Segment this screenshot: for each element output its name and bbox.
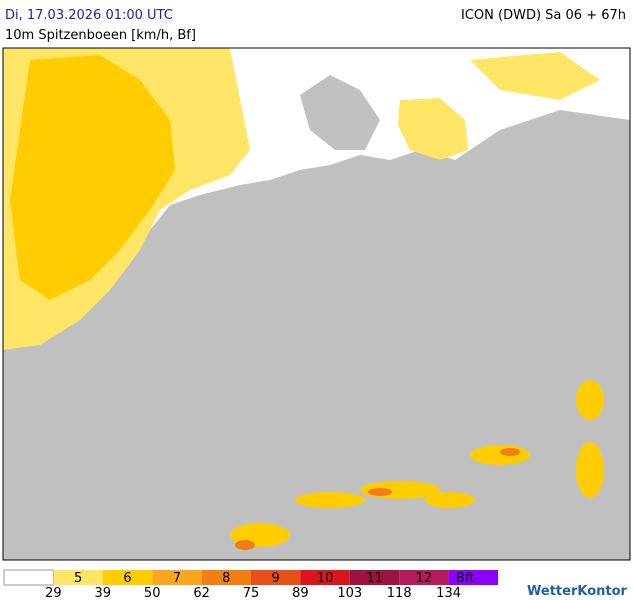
legend-swatch xyxy=(399,570,449,585)
map xyxy=(2,47,631,561)
legend-label: 12 xyxy=(416,571,433,586)
legend-swatch xyxy=(349,570,400,585)
legend-threshold: 50 xyxy=(144,586,161,600)
legend-threshold: 89 xyxy=(292,586,309,600)
legend-threshold: 29 xyxy=(45,586,62,600)
legend-swatch xyxy=(251,570,301,585)
model-run: ICON (DWD) Sa 06 + 67h xyxy=(461,8,626,23)
legend-swatch xyxy=(448,570,498,585)
legend-swatch xyxy=(300,570,350,585)
legend-swatch xyxy=(201,570,251,585)
legend-label: 8 xyxy=(222,571,230,586)
legend-threshold: 118 xyxy=(387,586,412,600)
legend-label: 5 xyxy=(74,571,82,586)
legend-label: 7 xyxy=(173,571,181,586)
legend-label: 9 xyxy=(272,571,280,586)
brand: WetterKontor xyxy=(527,584,628,599)
gust-area-5 xyxy=(398,98,468,160)
legend-threshold: 103 xyxy=(337,586,362,600)
legend-label: 6 xyxy=(123,571,131,586)
legend-swatch xyxy=(102,570,153,585)
parameter: 10m Spitzenboeen [km/h, Bf] xyxy=(5,28,196,43)
map-frame xyxy=(2,47,631,561)
legend-label: Bft xyxy=(456,571,474,586)
legend-swatch xyxy=(3,569,54,586)
legend-threshold: 75 xyxy=(243,586,260,600)
legend-swatch xyxy=(53,570,103,585)
gust-area-6 xyxy=(10,55,175,300)
denmark xyxy=(300,75,380,150)
legend-threshold: 39 xyxy=(95,586,112,600)
gust-area-5 xyxy=(470,52,600,100)
legend-label: 10 xyxy=(317,571,334,586)
alps-gusts-strong xyxy=(235,448,520,550)
legend-swatch xyxy=(152,570,202,585)
legend-threshold: 62 xyxy=(193,586,210,600)
legend-label: 11 xyxy=(366,571,383,586)
valid-time: Di, 17.03.2026 01:00 UTC xyxy=(5,8,173,23)
legend-threshold: 134 xyxy=(436,586,461,600)
